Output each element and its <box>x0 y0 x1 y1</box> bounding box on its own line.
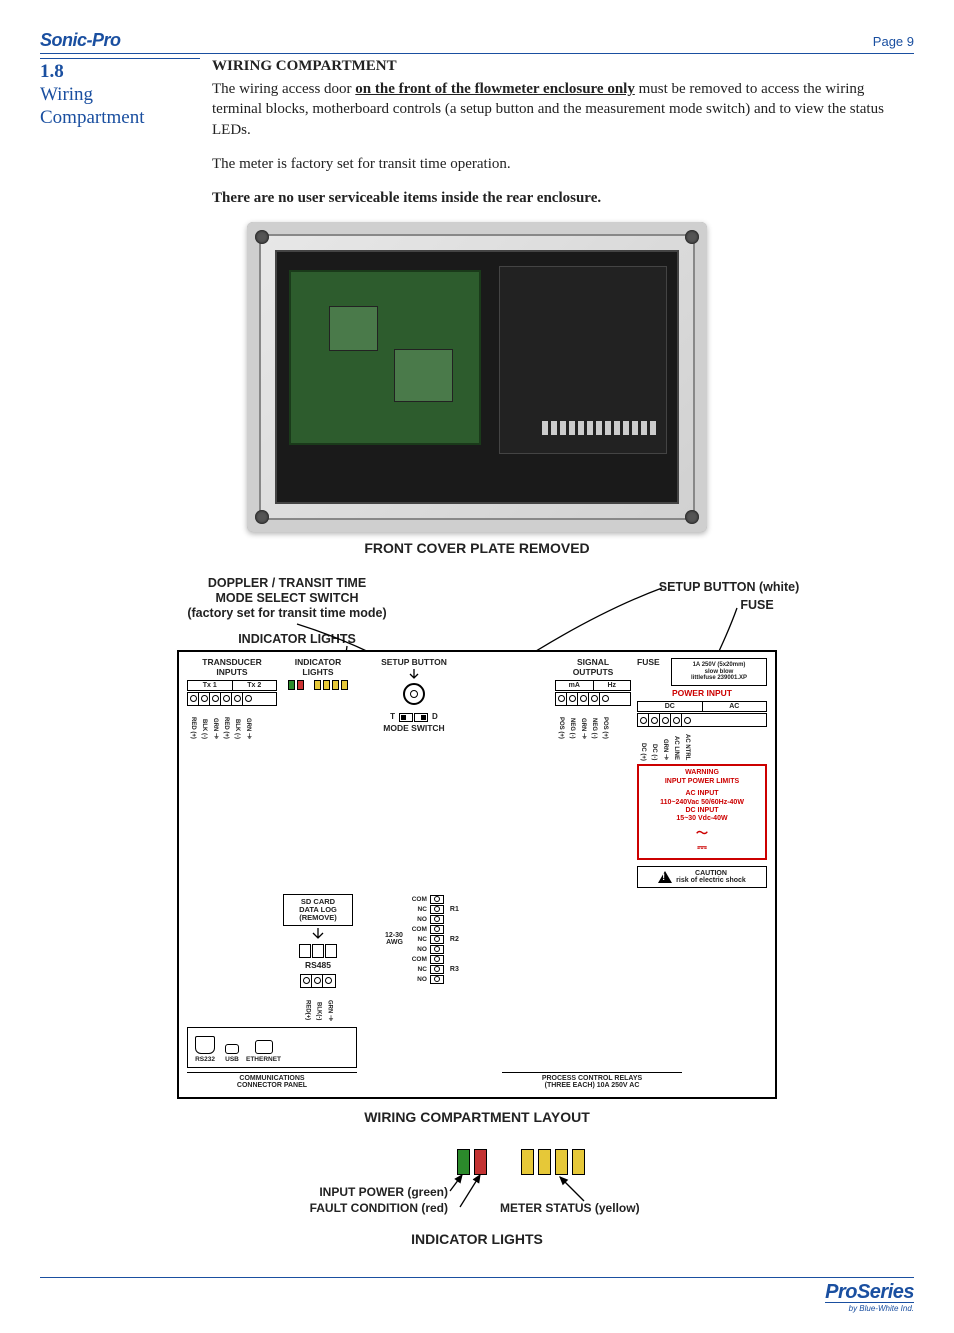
setup-button-icon <box>403 683 425 705</box>
callout-region: DOPPLER / TRANSIT TIME MODE SELECT SWITC… <box>167 576 787 650</box>
co-dl3: (factory set for transit time mode) <box>147 606 427 621</box>
warn-b: INPUT POWER LIMITS <box>642 778 762 786</box>
relay-block: 12-30 AWG COMNCR1NOCOMNCR2NOCOMNCR3NO <box>385 894 535 985</box>
setup-block: SETUP BUTTON T D MODE SWITCH <box>359 658 469 736</box>
pwr-pin-labels: DC (+)DC (-)GRN ⏚AC LINEAC NTRL <box>637 728 767 760</box>
lbl-eth: ETHERNET <box>246 1056 281 1063</box>
section-number: 1.8 <box>40 61 200 84</box>
footer-sub: by Blue-White Ind. <box>40 1304 914 1313</box>
lbl-modeswitch: MODE SWITCH <box>359 724 469 733</box>
lbl-setup: SETUP BUTTON <box>359 658 469 667</box>
lbl-awg: 12-30 AWG <box>385 932 403 946</box>
section-title-1: Wiring <box>40 84 200 107</box>
warning-box: WARNING INPUT POWER LIMITS AC INPUT 110~… <box>637 764 767 859</box>
power-block: FUSE 1A 250V (5x20mm) slow blow littlefu… <box>637 658 767 887</box>
mode-switch-icon <box>399 713 428 722</box>
leds-small <box>283 680 353 690</box>
lbl-tx1: Tx 1 <box>188 681 233 690</box>
lbl-power: POWER INPUT <box>637 689 767 698</box>
lbl-sdcard: SD CARD DATA LOG (REMOVE) <box>283 894 353 927</box>
lbl-usb: USB <box>222 1056 242 1063</box>
lbl-rs485: RS485 <box>283 961 353 970</box>
callout-doppler: DOPPLER / TRANSIT TIME MODE SELECT SWITC… <box>147 576 427 621</box>
warn-ac2: 110~240Vac 50/60Hz-40W <box>642 799 762 807</box>
lbl-relays: PROCESS CONTROL RELAYS (THREE EACH) 10A … <box>502 1072 682 1089</box>
paragraph-1: The wiring access door on the front of t… <box>212 79 914 140</box>
lbl-ma: mA <box>556 681 594 690</box>
callout-indicator: INDICATOR LIGHTS <box>207 632 387 647</box>
lbl-t: T <box>390 712 395 721</box>
wiring-caption: WIRING COMPARTMENT LAYOUT <box>40 1109 914 1125</box>
section-heading: 1.8 Wiring Compartment <box>40 58 200 188</box>
lbl-fault: FAULT CONDITION (red) <box>228 1201 448 1215</box>
lbl-fusespec: 1A 250V (5x20mm) slow blow littlefuse 23… <box>671 658 767 686</box>
photo-caption: FRONT COVER PLATE REMOVED <box>40 540 914 556</box>
tx-terminals <box>187 692 277 706</box>
section-title-2: Compartment <box>40 107 200 130</box>
lbl-inputpower: INPUT POWER (green) <box>228 1185 448 1199</box>
lbl-transducer: TRANSDUCER INPUTS <box>187 658 277 677</box>
rs485-pin-labels: RED(+)BLK(-)GRN ⏚ <box>283 989 353 1021</box>
indicator-title: INDICATOR LIGHTS <box>262 1231 692 1247</box>
lbl-commpanel: COMMUNICATIONS CONNECTOR PANEL <box>187 1072 357 1089</box>
warn-dc1: DC INPUT <box>642 807 762 815</box>
indicator-block: INDICATOR LIGHTS <box>283 658 353 690</box>
connectors-block: RS232 USB ETHERNET <box>187 1027 357 1068</box>
body-heading: WIRING COMPARTMENT <box>212 58 914 75</box>
lbl-tx2: Tx 2 <box>233 681 277 690</box>
pwr-terminals <box>637 713 767 727</box>
caution1: CAUTION <box>695 870 727 877</box>
lbl-fuse: FUSE <box>637 658 667 667</box>
warn-dc2: 15~30 Vdc-40W <box>642 815 762 823</box>
rs485-terminals <box>300 974 336 988</box>
warning-triangle-icon <box>658 871 672 883</box>
sig-pin-labels: POS (+)NEG (-)GRN ⏚NEG (-)POS (+) <box>555 707 631 739</box>
p1b: on the front of the flowmeter enclosure … <box>355 81 635 97</box>
down-arrow-icon <box>308 928 328 942</box>
co-dl1: DOPPLER / TRANSIT TIME <box>147 576 427 591</box>
lbl-meter: METER STATUS (yellow) <box>500 1201 700 1215</box>
signal-block: SIGNAL OUTPUTS mAHz POS (+)NEG (-)GRN ⏚N… <box>555 658 631 739</box>
lbl-dc: DC <box>638 702 703 711</box>
paragraph-3: There are no user serviceable items insi… <box>212 188 914 208</box>
page-number: Page 9 <box>873 34 914 49</box>
callout-setup: SETUP BUTTON (white) <box>629 580 829 595</box>
down-arrow-icon <box>404 669 424 681</box>
wiring-diagram: TRANSDUCER INPUTS Tx 1Tx 2 RED (+)BLK (-… <box>177 650 777 1098</box>
brand-logo: Sonic-Pro <box>40 30 121 51</box>
footer-logo: ProSeries <box>825 1282 914 1303</box>
co-dl2: MODE SELECT SWITCH <box>147 591 427 606</box>
usb-icon <box>225 1044 239 1054</box>
lbl-rs232: RS232 <box>192 1056 218 1063</box>
lbl-d: D <box>432 712 438 721</box>
relay-rows: COMNCR1NOCOMNCR2NOCOMNCR3NO <box>407 895 459 984</box>
caution2: risk of electric shock <box>676 877 746 884</box>
warn-t: WARNING <box>642 769 762 777</box>
rs232-icon <box>195 1036 215 1054</box>
page-footer: ProSeries by Blue-White Ind. <box>40 1277 914 1313</box>
lbl-signal: SIGNAL OUTPUTS <box>555 658 631 677</box>
sig-terminals <box>555 692 631 706</box>
indicator-figure: INPUT POWER (green) FAULT CONDITION (red… <box>262 1149 692 1259</box>
caution-box: CAUTIONrisk of electric shock <box>637 866 767 888</box>
sdcard-block: SD CARD DATA LOG (REMOVE) RS485 RED(+)BL… <box>283 894 353 1021</box>
lbl-ac: AC <box>703 702 767 711</box>
ethernet-icon <box>255 1040 273 1054</box>
callout-fuse: FUSE <box>707 598 807 613</box>
transducer-block: TRANSDUCER INPUTS Tx 1Tx 2 RED (+)BLK (-… <box>187 658 277 739</box>
p1a: The wiring access door <box>212 81 355 97</box>
paragraph-2: The meter is factory set for transit tim… <box>212 154 914 174</box>
sd-slots <box>283 944 353 958</box>
warn-ac1: AC INPUT <box>642 790 762 798</box>
lbl-hz: Hz <box>594 681 631 690</box>
lbl-indlights: INDICATOR LIGHTS <box>283 658 353 677</box>
photo-enclosure <box>247 222 707 532</box>
tx-pin-labels: RED (+)BLK (-)GRN ⏚RED (+)BLK (-)GRN ⏚ <box>187 707 277 739</box>
